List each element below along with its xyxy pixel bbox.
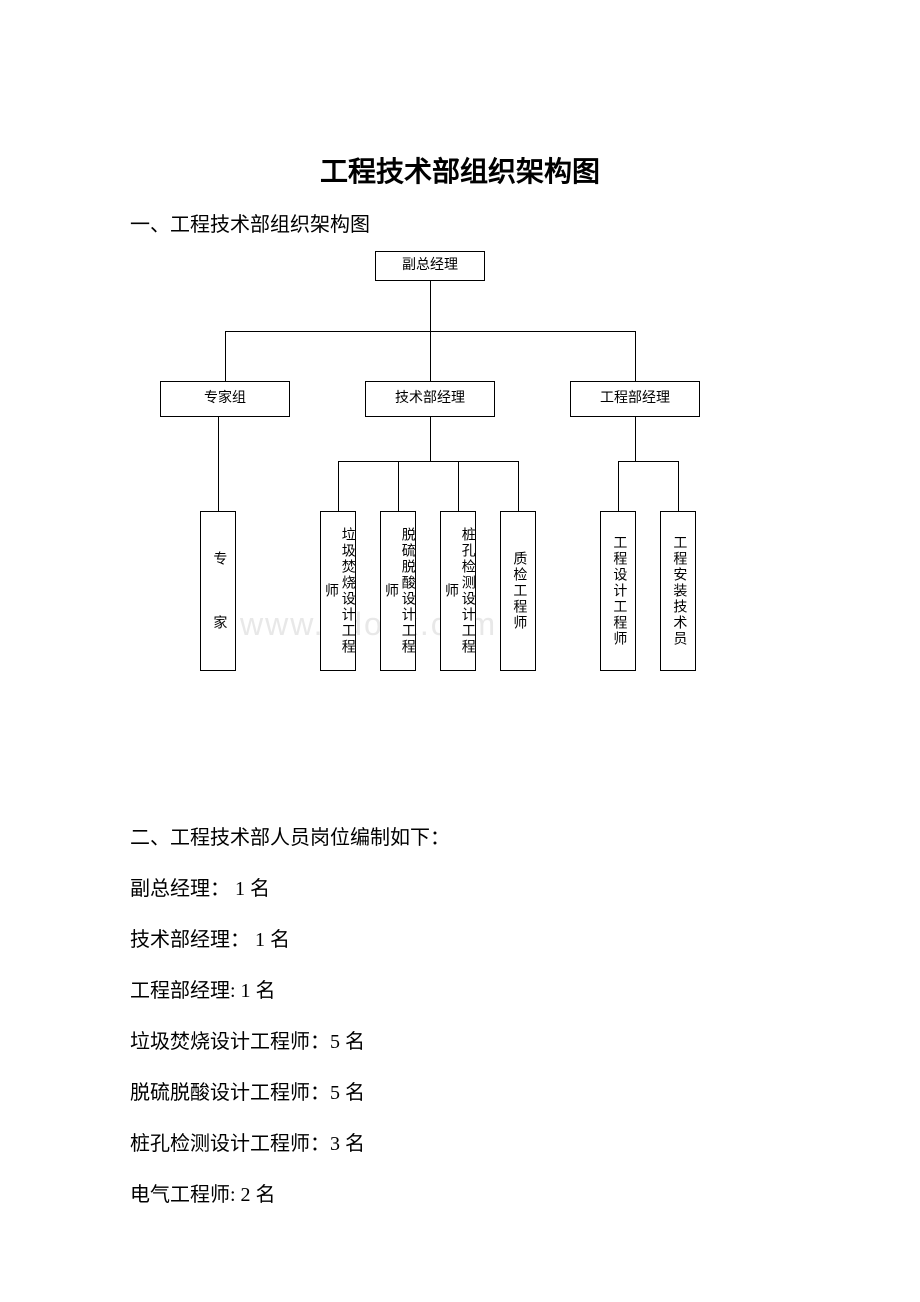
- section-two-heading: 二、工程技术部人员岗位编制如下：: [130, 821, 920, 872]
- org-node-mid-tech-manager: 技术部经理: [365, 381, 495, 417]
- org-node-leaf-qc: 质检工程师: [500, 511, 536, 671]
- org-node-leaf-eng-design: 工程设计工程师: [600, 511, 636, 671]
- org-line: [678, 461, 679, 511]
- org-line: [518, 461, 519, 511]
- org-line: [635, 331, 636, 381]
- section-one-heading: 一、工程技术部组织架构图: [0, 208, 920, 251]
- staff-line: 副总经理： 1 名: [130, 872, 920, 923]
- page-title: 工程技术部组织架构图: [0, 0, 920, 208]
- org-line: [430, 331, 431, 381]
- org-node-mid-expert-group: 专家组: [160, 381, 290, 417]
- staff-line: 垃圾焚烧设计工程师：5 名: [130, 1025, 920, 1076]
- staff-line: 桩孔检测设计工程师：3 名: [130, 1127, 920, 1178]
- org-line: [430, 281, 431, 331]
- org-node-leaf-desulfur: 脱硫脱酸设计工程师: [380, 511, 416, 671]
- org-chart: www.bdocx.com 副总经理 专家组 技术部经理 工程部经理 专 家 垃…: [130, 251, 790, 691]
- org-line: [398, 461, 399, 511]
- staff-line: 技术部经理： 1 名: [130, 923, 920, 974]
- org-line: [338, 461, 518, 462]
- staff-line: 电气工程师: 2 名: [130, 1178, 920, 1229]
- org-node-leaf-pile: 桩孔检测设计工程师: [440, 511, 476, 671]
- staff-section: 二、工程技术部人员岗位编制如下： 副总经理： 1 名 技术部经理： 1 名 工程…: [0, 691, 920, 1229]
- org-node-leaf-expert: 专 家: [200, 511, 236, 671]
- org-line: [635, 417, 636, 461]
- org-line: [430, 417, 431, 461]
- org-line: [618, 461, 678, 462]
- org-line: [338, 461, 339, 511]
- org-node-leaf-incineration: 垃圾焚烧设计工程师: [320, 511, 356, 671]
- org-node-leaf-install: 工程安装技术员: [660, 511, 696, 671]
- org-node-mid-eng-manager: 工程部经理: [570, 381, 700, 417]
- org-line: [458, 461, 459, 511]
- org-line: [225, 331, 226, 381]
- org-node-top: 副总经理: [375, 251, 485, 281]
- staff-line: 脱硫脱酸设计工程师：5 名: [130, 1076, 920, 1127]
- staff-line: 工程部经理: 1 名: [130, 974, 920, 1025]
- org-line: [218, 417, 219, 511]
- org-line: [618, 461, 619, 511]
